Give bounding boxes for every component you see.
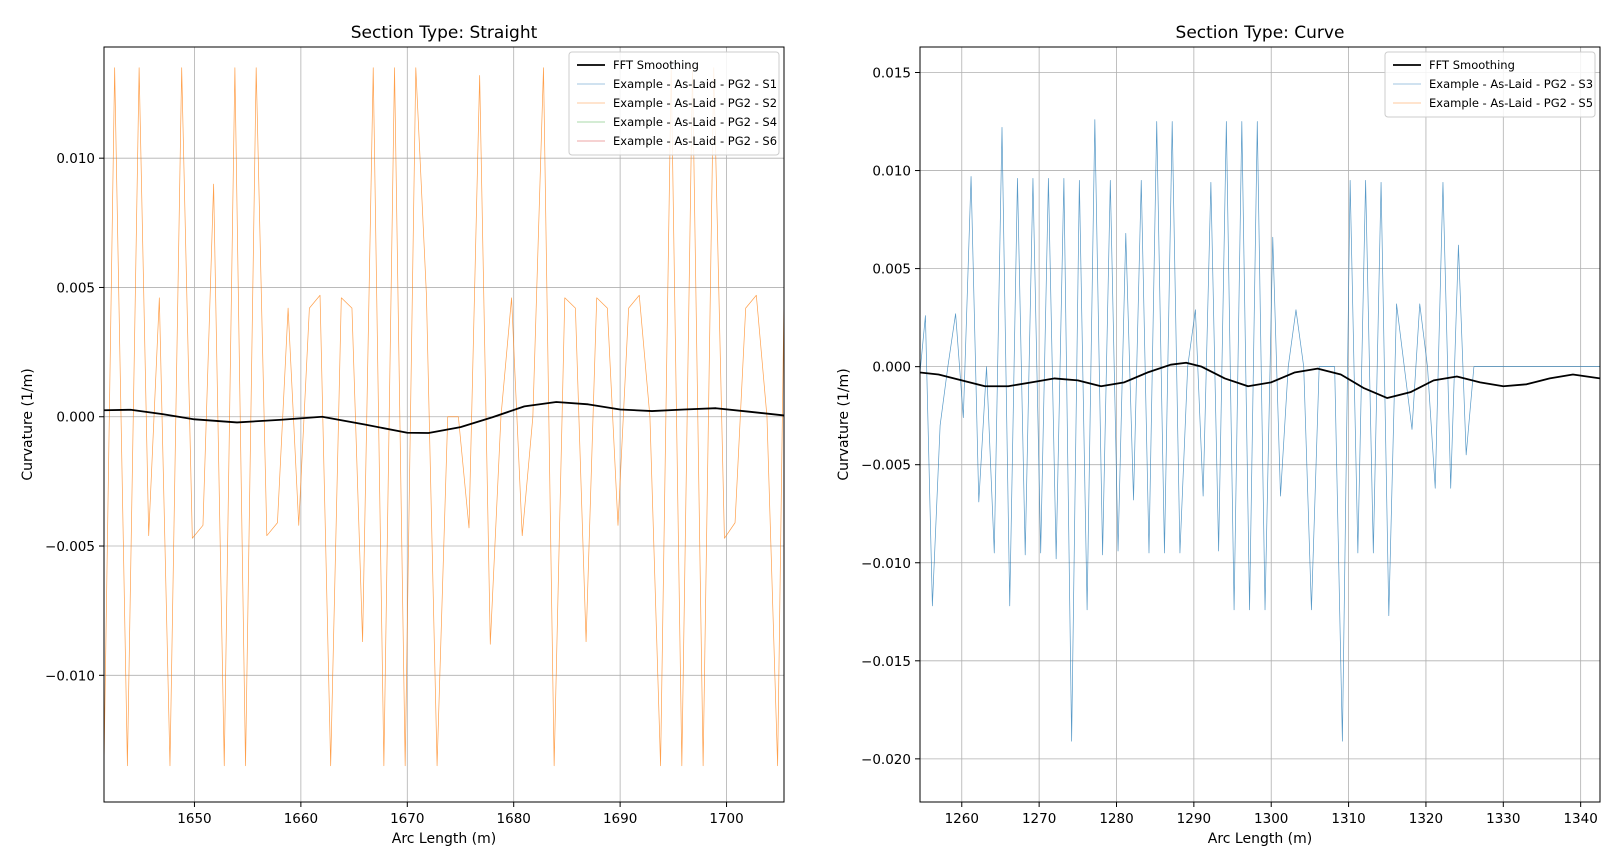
y-axis-label: Curvature (1/m) xyxy=(20,368,36,480)
y-tick-label: −0.010 xyxy=(45,668,95,684)
legend-entry-label: Example - As-Laid - PG2 - S6 xyxy=(613,134,777,148)
y-tick-label: −0.020 xyxy=(861,752,911,768)
legend-entry-label: FFT Smoothing xyxy=(1429,58,1515,72)
x-tick-label: 1700 xyxy=(709,811,743,827)
x-tick-label: 1310 xyxy=(1331,811,1365,827)
legend-entry-label: Example - As-Laid - PG2 - S5 xyxy=(1429,96,1593,110)
x-tick-label: 1320 xyxy=(1409,811,1443,827)
series-line-example-as-laid-pg2-s3 xyxy=(920,119,1600,742)
y-tick-label: 0.000 xyxy=(872,360,911,376)
y-tick-label: −0.015 xyxy=(861,654,911,670)
legend: FFT Smoothing Example - As-Laid - PG2 - S… xyxy=(568,51,780,156)
x-tick-label: 1260 xyxy=(945,811,979,827)
x-tick-label: 1660 xyxy=(284,811,318,827)
x-tick-label: 1670 xyxy=(390,811,424,827)
y-tick-label: 0.015 xyxy=(872,65,911,81)
x-tick-label: 1680 xyxy=(497,811,531,827)
legend: FFT Smoothing Example - As-Laid - PG2 - S… xyxy=(1384,51,1596,118)
y-tick-label: 0.005 xyxy=(872,262,911,278)
x-tick-label: 1330 xyxy=(1486,811,1520,827)
legend-entry-label: Example - As-Laid - PG2 - S3 xyxy=(1429,77,1593,91)
right-chart: 1260 1270 1280 1290 1300 1310 1320 1330 1340 −0.0… xyxy=(836,23,1601,847)
x-axis-label: Arc Length (m) xyxy=(392,831,496,847)
legend-entry-label: Example - As-Laid - PG2 - S1 xyxy=(613,77,777,91)
series-line-example-as-laid-pg2-s2 xyxy=(104,67,784,767)
y-tick-label: −0.010 xyxy=(861,556,911,572)
y-axis-label: Curvature (1/m) xyxy=(836,368,852,480)
y-tick-label: 0.010 xyxy=(872,164,911,180)
axes-frame xyxy=(103,46,785,803)
legend-box xyxy=(1384,51,1596,118)
x-tick-label: 1270 xyxy=(1022,811,1056,827)
x-tick-label: 1340 xyxy=(1563,811,1597,827)
x-tick-label: 1300 xyxy=(1254,811,1288,827)
y-tick-label: 0.005 xyxy=(56,280,95,296)
y-tick-label: −0.005 xyxy=(45,539,95,555)
axes-frame xyxy=(919,46,1601,803)
series-line-fft-smoothing xyxy=(104,401,784,434)
legend-entry-label: Example - As-Laid - PG2 - S4 xyxy=(613,115,777,129)
x-tick-label: 1280 xyxy=(1099,811,1133,827)
legend-entry-label: FFT Smoothing xyxy=(613,58,699,72)
left-chart: 1650 1660 1670 1680 1690 1700 −0.010 −0.005 0.00… xyxy=(20,23,785,847)
x-tick-label: 1290 xyxy=(1177,811,1211,827)
series-line-fft-smoothing xyxy=(920,361,1600,399)
x-tick-label: 1690 xyxy=(603,811,637,827)
x-tick-label: 1650 xyxy=(177,811,211,827)
y-tick-label: 0.000 xyxy=(56,410,95,426)
y-tick-label: −0.005 xyxy=(861,458,911,474)
chart-title: Section Type: Straight xyxy=(351,23,538,43)
y-tick-label: 0.010 xyxy=(56,151,95,167)
legend-entry-label: Example - As-Laid - PG2 - S2 xyxy=(613,96,777,110)
chart-title: Section Type: Curve xyxy=(1176,23,1345,43)
x-axis-label: Arc Length (m) xyxy=(1208,831,1312,847)
legend-box xyxy=(568,51,780,156)
